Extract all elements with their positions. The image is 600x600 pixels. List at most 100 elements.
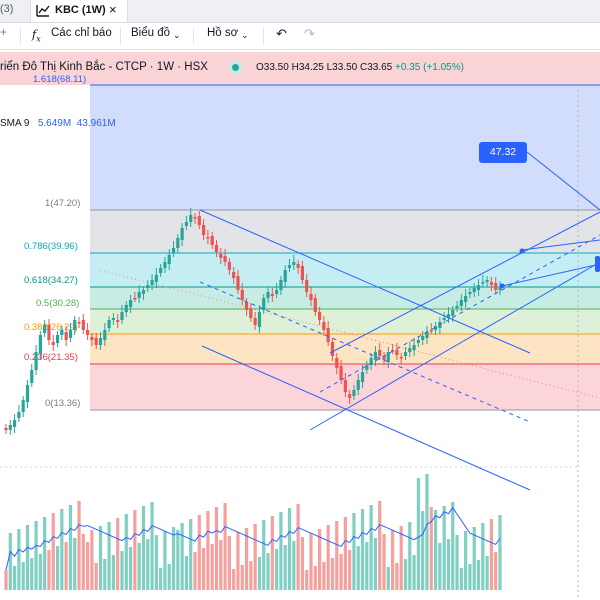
fib-band-05	[90, 287, 600, 309]
volume-bar	[223, 503, 227, 590]
volume-bar	[275, 549, 279, 590]
volume-bars	[4, 474, 502, 590]
volume-bar	[249, 561, 253, 590]
sma-value-1: 5.649M	[37, 118, 72, 129]
right-handle[interactable]	[595, 256, 600, 272]
candle-body	[378, 350, 382, 356]
volume-bar	[253, 524, 257, 590]
candle-body	[352, 390, 356, 396]
volume-bar	[498, 515, 502, 590]
volume-bar	[485, 556, 489, 590]
candle-body	[287, 265, 292, 268]
undo-icon[interactable]: ↶	[276, 26, 287, 41]
volume-bar	[68, 505, 73, 590]
candle-body	[468, 292, 472, 294]
volume-bar	[438, 543, 442, 590]
candle-body	[12, 420, 17, 427]
fib-label-0382: 0.382(26.29)	[24, 322, 78, 333]
candle-body	[4, 428, 8, 430]
candle-body	[240, 290, 244, 300]
volume-bar	[98, 526, 103, 590]
volume-bar	[17, 529, 21, 590]
fib-label-0: 0(13.36)	[45, 398, 80, 409]
candle-body	[322, 322, 326, 330]
trendline-lower-down	[201, 345, 531, 491]
redo-icon[interactable]: ↷	[304, 26, 315, 41]
candle-body	[305, 280, 309, 292]
candle-body	[244, 302, 249, 310]
candle-body	[107, 320, 111, 328]
channel-lower	[309, 261, 600, 431]
volume-bar	[468, 564, 472, 590]
volume-bar	[184, 556, 189, 590]
volume-bar	[386, 567, 390, 590]
candle-body	[103, 330, 107, 340]
add-symbol-icon[interactable]: +	[0, 27, 7, 39]
volume-bar	[163, 531, 167, 590]
volume-bar	[352, 513, 356, 590]
chart-type-button[interactable]: Biểu đồ	[131, 27, 171, 39]
fib-band-0618	[90, 253, 600, 287]
volume-bar	[34, 521, 38, 590]
sma-name: SMA 9	[0, 118, 30, 129]
candle-body	[150, 280, 154, 285]
volume-bar	[317, 529, 322, 590]
target-price-label[interactable]: 47.32	[479, 142, 527, 163]
candle-body	[481, 282, 485, 284]
fib-band-0786	[90, 210, 600, 253]
change-value: +0.35 (+1.05%)	[395, 62, 464, 73]
volume-bar	[154, 535, 158, 590]
candle-body	[223, 256, 227, 262]
chevron-down-icon[interactable]: ⌄	[241, 30, 249, 40]
candle-body	[120, 312, 124, 320]
tab-previous[interactable]: (3)	[0, 3, 14, 15]
channel-upper	[329, 211, 600, 354]
candle-body	[154, 275, 158, 282]
volume-bar	[489, 519, 494, 590]
volume-bar	[335, 521, 339, 590]
volume-bar	[128, 547, 133, 590]
tab-kbc[interactable]: KBC (1W) ×	[30, 0, 128, 22]
toolbar-divider	[120, 28, 121, 44]
symbol-title: riển Đô Thị Kinh Bắc - CTCP · 1W · HSX	[0, 61, 208, 73]
candle-body	[472, 288, 476, 292]
candle-body	[249, 308, 253, 318]
close-icon[interactable]: ×	[109, 2, 117, 17]
toolbar-divider	[20, 28, 21, 44]
toolbar-divider	[263, 28, 264, 44]
candle-body	[270, 294, 274, 296]
projection-line-a	[521, 239, 600, 251]
trend-drawings[interactable]	[199, 151, 600, 491]
candle-body	[68, 330, 73, 338]
candle-body	[193, 217, 197, 219]
fib-label-0618: 0.618(34.27)	[24, 275, 78, 286]
volume-bar	[403, 559, 408, 590]
sma-legend[interactable]: SMA 9 5.649M 43.961M	[0, 118, 116, 129]
volume-sma-line	[5, 506, 501, 571]
candle-body	[442, 318, 446, 320]
candle-body	[159, 268, 163, 273]
volume-bar	[240, 565, 244, 590]
tab-label: KBC (1W)	[55, 4, 106, 16]
indicators-icon[interactable]: fx	[32, 27, 41, 44]
candle-body	[116, 320, 120, 322]
candle-body	[167, 255, 171, 264]
fib-band-1618	[0, 52, 600, 85]
candle-body	[227, 262, 231, 270]
chevron-down-icon[interactable]: ⌄	[173, 30, 181, 40]
volume-bar	[330, 558, 335, 590]
trendline-upper-down	[199, 209, 531, 354]
fib-label-1618: 1.618(68.11)	[33, 74, 86, 85]
candle-body	[464, 296, 468, 302]
volume-bar	[313, 566, 317, 590]
volume-bar	[137, 543, 141, 590]
candle-body	[197, 216, 201, 225]
profile-button[interactable]: Hồ sơ	[207, 27, 239, 39]
candle-body	[43, 325, 47, 333]
fib-label-05: 0.5(30.28)	[36, 298, 79, 309]
indicators-button[interactable]: Các chỉ báo	[51, 27, 112, 39]
volume-bar	[455, 535, 459, 590]
volume-bar	[159, 568, 163, 590]
channel-mid	[319, 234, 600, 393]
